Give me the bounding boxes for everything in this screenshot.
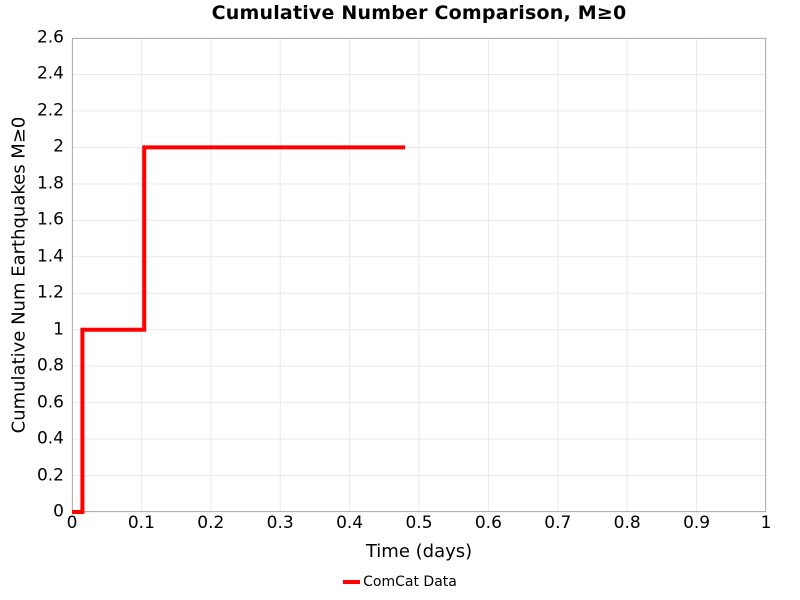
series-line-comcat-data <box>72 145 406 514</box>
y-tick-label: 1 <box>53 319 64 340</box>
y-tick-label: 2 <box>53 136 64 157</box>
x-tick-label: 0.2 <box>197 513 225 533</box>
x-tick-label: 0.8 <box>613 513 641 533</box>
x-tick-label: 0.5 <box>405 513 433 533</box>
y-tick-label: 2.2 <box>36 100 64 121</box>
y-tick-label: 0.2 <box>36 465 64 486</box>
y-tick-label: 0.4 <box>36 428 64 449</box>
y-tick-label: 0.8 <box>36 355 64 376</box>
y-tick-label: 2.4 <box>36 63 64 84</box>
y-tick-label: 1.4 <box>36 246 64 267</box>
chart-title: Cumulative Number Comparison, M≥0 <box>211 2 627 24</box>
y-tick-label: 1.2 <box>36 282 64 303</box>
x-tick-label: 1 <box>760 513 772 533</box>
plot-frame <box>72 38 766 512</box>
y-tick-label: 0 <box>53 501 64 522</box>
x-tick-label: 0.3 <box>266 513 294 533</box>
x-tick-label: 0 <box>66 513 78 533</box>
legend: ComCat Data <box>0 574 800 591</box>
x-tick-label: 0.1 <box>127 513 155 533</box>
x-tick-label: 0.7 <box>544 513 572 533</box>
y-tick-label: 0.6 <box>36 392 64 413</box>
x-axis-tick-labels: 0 0.1 0.2 0.3 0.4 0.5 0.6 0.7 0.8 0.9 1 <box>67 513 772 537</box>
x-tick-label: 0.9 <box>683 513 711 533</box>
x-tick-label: 0.6 <box>474 513 502 533</box>
x-axis-label: Time (days) <box>365 541 473 562</box>
y-tick-label: 1.6 <box>36 209 64 230</box>
legend-entry-label: ComCat Data <box>363 574 457 590</box>
plot-area <box>71 37 767 514</box>
y-axis-tick-labels: 0 0.2 0.4 0.6 0.8 1 1.2 1.4 1.6 1.8 2 2.2 2.4 2.6 <box>0 29 64 520</box>
legend-line-swatch <box>343 580 361 585</box>
x-tick-label: 0.4 <box>336 513 364 533</box>
y-tick-label: 1.8 <box>36 173 64 194</box>
y-tick-label: 2.6 <box>36 27 64 48</box>
